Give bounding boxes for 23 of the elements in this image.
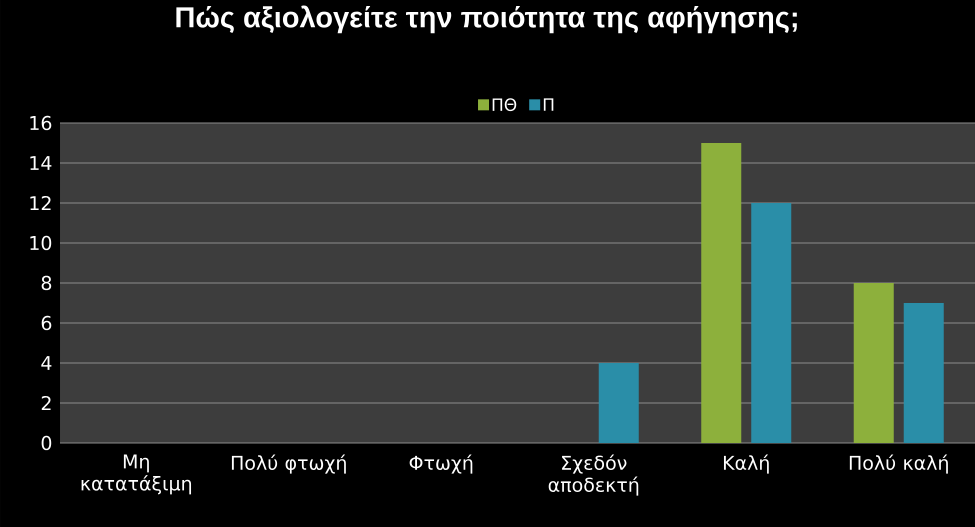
x-tick-label: Καλή — [724, 454, 769, 474]
y-tick-label: 4 — [41, 356, 52, 370]
y-tick-label: 8 — [42, 276, 52, 290]
y-tick-label: 12 — [30, 196, 51, 210]
bar — [854, 282, 894, 443]
bar — [701, 142, 742, 443]
y-tick-label: 0 — [42, 436, 52, 450]
y-tick-label: 16 — [30, 116, 52, 130]
y-tick-label: 14 — [30, 156, 52, 170]
y-tick-label: 6 — [42, 316, 52, 330]
bar — [751, 202, 792, 443]
x-tick-label: Πολύ φτωχή — [232, 454, 346, 474]
bar — [598, 362, 639, 443]
legend-label: ΠΘ — [492, 98, 516, 112]
y-tick-label: 2 — [42, 396, 51, 410]
bar — [904, 302, 944, 443]
x-tick-label: Μη κατατάξιμη — [82, 454, 192, 494]
x-tick-label: Φτωχή — [410, 454, 472, 474]
x-tick-label: Σχεδόν αποδεκτή — [548, 454, 638, 496]
chart-title: Πώς αξιολογείτε την ποιότητα της αφήγησης; — [176, 6, 797, 34]
y-tick-label: 10 — [30, 236, 52, 250]
legend-label: Π — [544, 98, 554, 111]
x-tick-label: Πολύ καλή — [850, 454, 948, 474]
